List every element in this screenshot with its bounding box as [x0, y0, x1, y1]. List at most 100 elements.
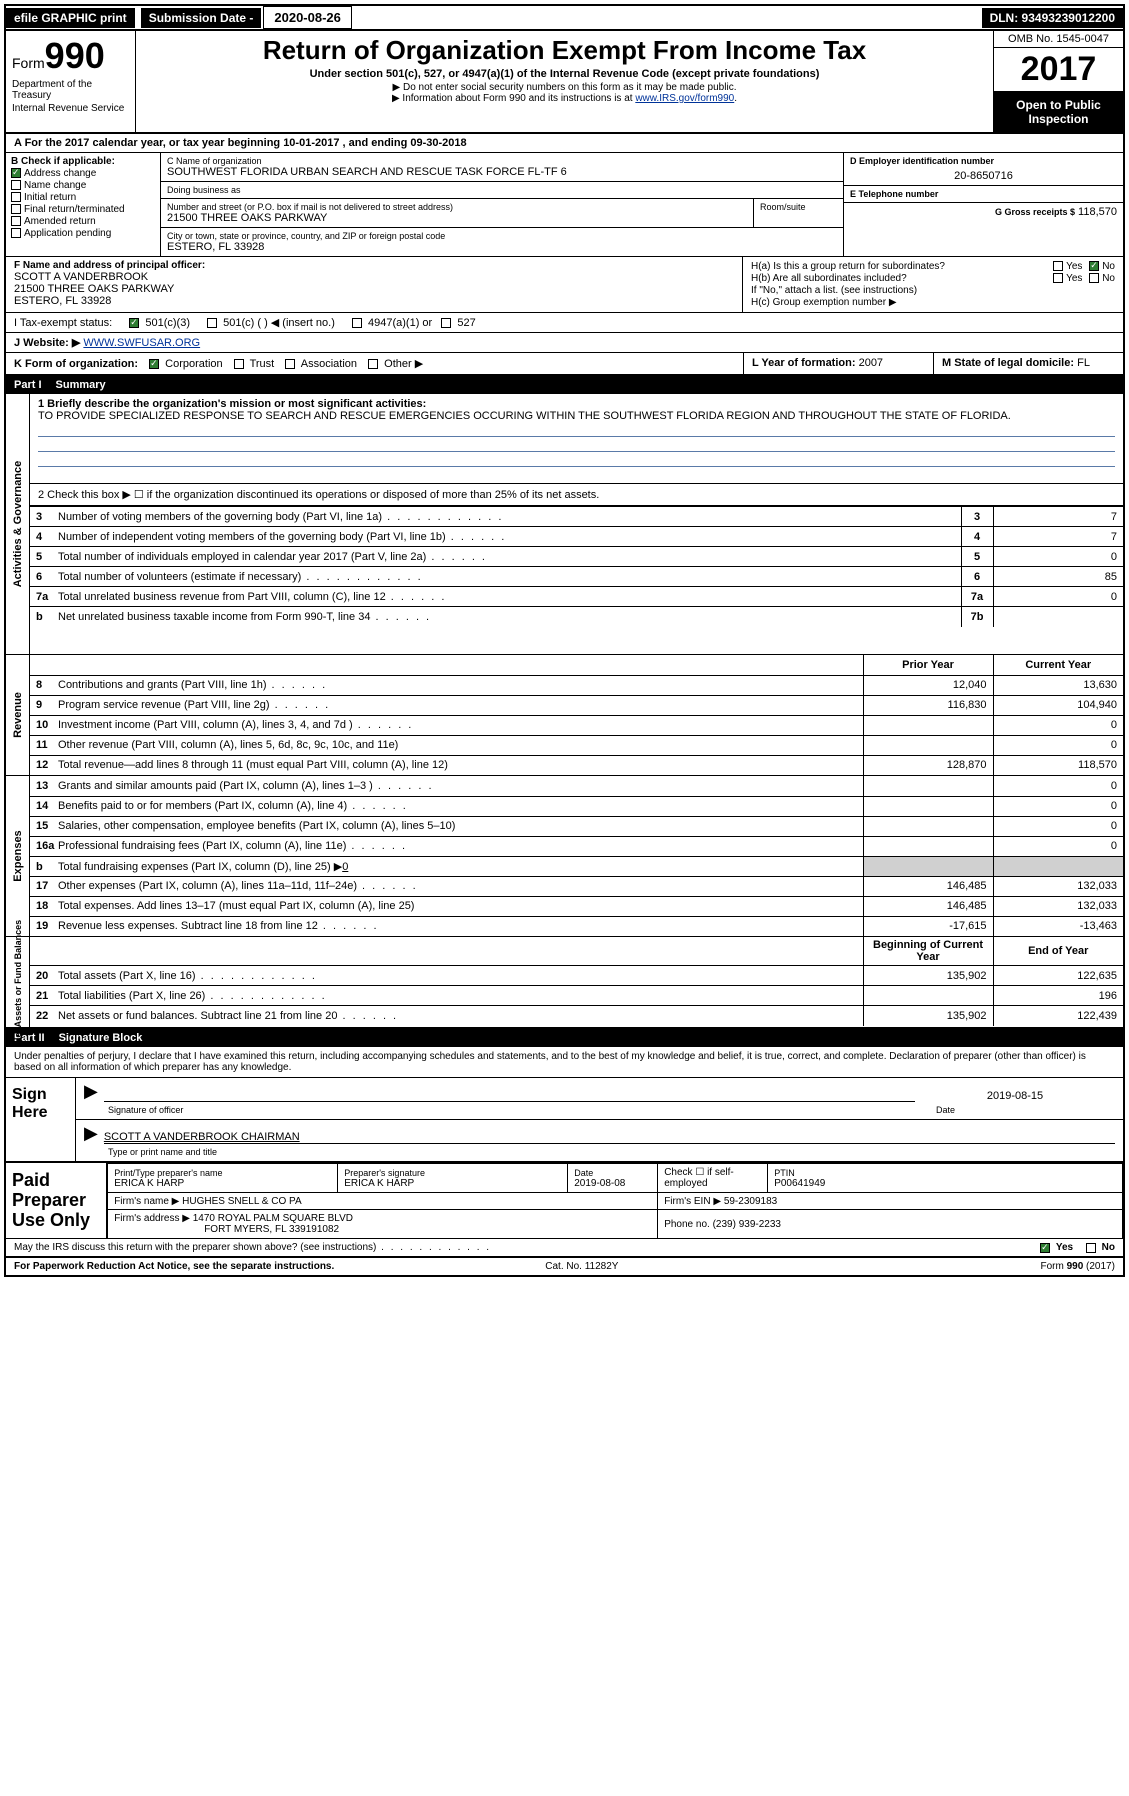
- table-row: Firm's address ▶ 1470 ROYAL PALM SQUARE …: [108, 1210, 1123, 1239]
- checkbox-icon[interactable]: [1086, 1243, 1096, 1253]
- table-row: 10Investment income (Part VIII, column (…: [30, 715, 1123, 735]
- header-center: Return of Organization Exempt From Incom…: [136, 31, 993, 132]
- mission-text: TO PROVIDE SPECIALIZED RESPONSE TO SEARC…: [38, 410, 1115, 422]
- row-i: I Tax-exempt status: 501(c)(3) 501(c) ( …: [6, 313, 1123, 333]
- tax-year: 2017: [994, 48, 1123, 92]
- sign-here-label: Sign Here: [6, 1078, 76, 1161]
- checkbox-icon[interactable]: [368, 359, 378, 369]
- k-form-org: K Form of organization: Corporation Trus…: [6, 353, 743, 374]
- checkbox-icon[interactable]: [1053, 261, 1063, 271]
- chk-initial-return[interactable]: Initial return: [11, 192, 155, 203]
- checkbox-icon[interactable]: [234, 359, 244, 369]
- table-row: 17Other expenses (Part IX, column (A), l…: [30, 876, 1123, 896]
- checkbox-icon[interactable]: [441, 318, 451, 328]
- checkbox-icon: [11, 204, 21, 214]
- tax-exempt-status: I Tax-exempt status: 501(c)(3) 501(c) ( …: [6, 313, 743, 332]
- dept-irs: Internal Revenue Service: [12, 103, 129, 114]
- footer: For Paperwork Reduction Act Notice, see …: [6, 1257, 1123, 1275]
- governance-table: 3Number of voting members of the governi…: [30, 506, 1123, 627]
- checkbox-icon[interactable]: [1040, 1243, 1050, 1253]
- checkbox-icon[interactable]: [1089, 273, 1099, 283]
- form-number: Form990: [12, 35, 129, 77]
- h-a: H(a) Is this a group return for subordin…: [751, 261, 1115, 272]
- sig-row-2: ▶ SCOTT A VANDERBROOK CHAIRMAN: [76, 1120, 1123, 1147]
- open-public: Open to Public Inspection: [994, 92, 1123, 132]
- revenue-table: Prior YearCurrent Year 8Contributions an…: [30, 655, 1123, 775]
- checkbox-icon[interactable]: [352, 318, 362, 328]
- form-title: Return of Organization Exempt From Incom…: [144, 35, 985, 66]
- checkbox-icon[interactable]: [1089, 261, 1099, 271]
- side-label-net: Net Assets or Fund Balances: [13, 920, 23, 1044]
- chk-final-return[interactable]: Final return/terminated: [11, 204, 155, 215]
- officer-addr1: 21500 THREE OAKS PARKWAY: [14, 283, 734, 295]
- checkbox-icon[interactable]: [149, 359, 159, 369]
- instr2-pre: ▶ Information about Form 990 and its ins…: [392, 93, 635, 104]
- fh-block: F Name and address of principal officer:…: [6, 257, 1123, 313]
- preparer-table: Print/Type preparer's nameERICA K HARP P…: [107, 1163, 1123, 1238]
- form-header: Form990 Department of the Treasury Inter…: [6, 31, 1123, 134]
- row-klm: K Form of organization: Corporation Trus…: [6, 353, 1123, 376]
- sig-date: 2019-08-15: [915, 1090, 1115, 1102]
- openpub-2: Inspection: [998, 112, 1119, 126]
- part-2-title: Signature Block: [59, 1032, 143, 1044]
- irs-link[interactable]: www.IRS.gov/form990: [635, 93, 734, 104]
- checkbox-icon[interactable]: [129, 318, 139, 328]
- website-link[interactable]: WWW.SWFUSAR.ORG: [83, 337, 200, 349]
- table-row: bNet unrelated business taxable income f…: [30, 607, 1123, 627]
- checkbox-icon[interactable]: [285, 359, 295, 369]
- table-row: 8Contributions and grants (Part VIII, li…: [30, 675, 1123, 695]
- instruction-1: ▶ Do not enter social security numbers o…: [144, 82, 985, 93]
- topbar: efile GRAPHIC print Submission Date - 20…: [6, 6, 1123, 31]
- c-name-lbl: C Name of organization: [167, 156, 837, 166]
- checkbox-icon: [11, 228, 21, 238]
- l-year: L Year of formation: 2007: [743, 353, 933, 374]
- checkbox-icon[interactable]: [207, 318, 217, 328]
- chk-amended[interactable]: Amended return: [11, 216, 155, 227]
- table-row: 9Program service revenue (Part VIII, lin…: [30, 695, 1123, 715]
- f-block: F Name and address of principal officer:…: [6, 257, 743, 312]
- paid-preparer-label: Paid Preparer Use Only: [6, 1163, 107, 1238]
- section-expenses: Expenses 13Grants and similar amounts pa…: [6, 775, 1123, 936]
- col-de: D Employer identification number 20-8650…: [843, 153, 1123, 256]
- part-1-title: Summary: [56, 379, 106, 391]
- part-1-body: Activities & Governance 1 Briefly descri…: [6, 394, 1123, 1029]
- pra-notice: For Paperwork Reduction Act Notice, see …: [14, 1261, 334, 1272]
- table-row: 11Other revenue (Part VIII, column (A), …: [30, 735, 1123, 755]
- openpub-1: Open to Public: [998, 98, 1119, 112]
- ein: 20-8650716: [850, 166, 1117, 182]
- officer-name: SCOTT A VANDERBROOK: [14, 271, 734, 283]
- arrow-icon: ▶: [84, 1123, 98, 1144]
- officer-addr2: ESTERO, FL 33928: [14, 295, 734, 307]
- discuss-yesno: Yes No: [1040, 1242, 1115, 1253]
- h-block: H(a) Is this a group return for subordin…: [743, 257, 1123, 312]
- dept-treasury: Department of the Treasury: [12, 79, 129, 101]
- chk-app-pending[interactable]: Application pending: [11, 228, 155, 239]
- paid-preparer-block: Paid Preparer Use Only Print/Type prepar…: [6, 1163, 1123, 1239]
- arrow-icon: ▶: [84, 1081, 98, 1102]
- b-label: B Check if applicable:: [11, 156, 155, 167]
- omb-number: OMB No. 1545-0047: [994, 31, 1123, 48]
- sign-here-block: Sign Here ▶ 2019-08-15 Signature of offi…: [6, 1078, 1123, 1163]
- checkbox-icon[interactable]: [1053, 273, 1063, 283]
- form-prefix: Form: [12, 55, 45, 71]
- table-row: 6Total number of volunteers (estimate if…: [30, 567, 1123, 587]
- room-lbl: Room/suite: [760, 202, 837, 212]
- f-lbl: F Name and address of principal officer:: [14, 260, 734, 271]
- part-1-label: Part I: [14, 379, 42, 391]
- checkbox-icon: [11, 192, 21, 202]
- d-lbl: D Employer identification number: [850, 156, 1117, 166]
- checkbox-icon: [11, 216, 21, 226]
- chk-address-change[interactable]: Address change: [11, 168, 155, 179]
- city-state-zip: ESTERO, FL 33928: [167, 241, 837, 253]
- header-right: OMB No. 1545-0047 2017 Open to Public In…: [993, 31, 1123, 132]
- perjury-statement: Under penalties of perjury, I declare th…: [6, 1047, 1123, 1078]
- officer-printed: SCOTT A VANDERBROOK CHAIRMAN: [104, 1131, 300, 1143]
- section-governance: Activities & Governance 1 Briefly descri…: [6, 394, 1123, 654]
- table-row: 4Number of independent voting members of…: [30, 527, 1123, 547]
- section-revenue: Revenue Prior YearCurrent Year 8Contribu…: [6, 654, 1123, 775]
- e-lbl: E Telephone number: [850, 189, 1117, 199]
- line-a: A For the 2017 calendar year, or tax yea…: [6, 134, 1123, 153]
- form-num: 990: [45, 35, 105, 76]
- chk-name-change[interactable]: Name change: [11, 180, 155, 191]
- efile-label[interactable]: efile GRAPHIC print: [6, 8, 135, 28]
